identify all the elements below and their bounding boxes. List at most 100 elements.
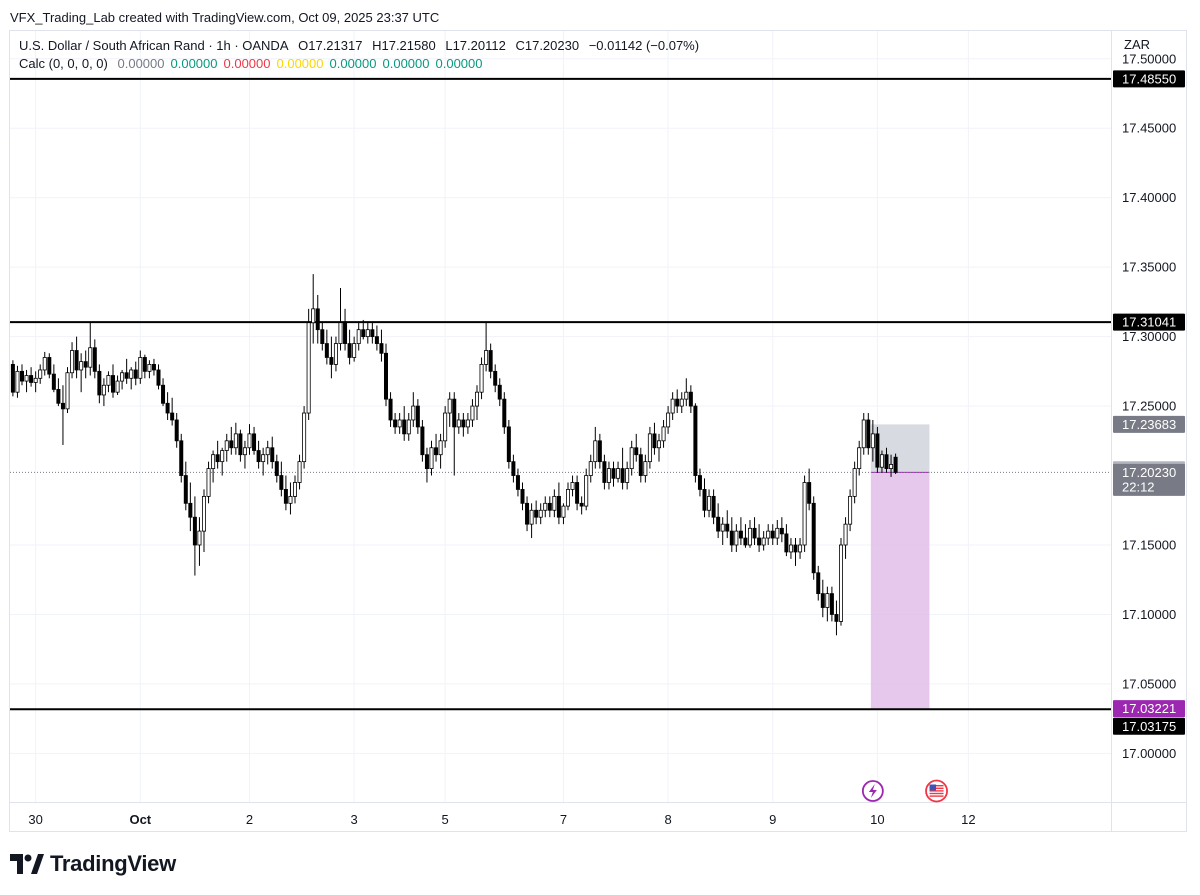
candle-body [702,489,707,511]
candle-body [761,537,766,546]
symbol-legend: U.S. Dollar / South African Rand · 1h · … [19,38,705,53]
candle-body [738,530,743,539]
candle-body [839,544,844,622]
level-price-tag[interactable]: 17.31041 [1113,313,1185,331]
candle [775,519,780,545]
candle [242,440,247,469]
calc-indicator-legend[interactable]: Calc (0, 0, 0, 0) 0.00000 0.00000 0.00000 0… [19,56,495,71]
candle-body [352,343,357,358]
candle-body [406,419,411,435]
candle-body [33,377,38,383]
us-flag-event-icon[interactable] [925,779,948,803]
candle [816,565,821,601]
candle-body [161,384,166,404]
candle-body [24,375,29,382]
ohlc-close: C17.20230 [515,38,580,53]
candle-body [19,370,24,382]
candle-body [56,389,61,404]
candle [825,586,830,622]
candle [661,419,666,448]
candle [761,531,766,551]
candle-body [566,489,571,507]
candle-body [852,468,857,497]
candle-body [242,447,247,456]
flag-stripe [929,785,944,787]
candle-body [343,322,348,344]
candle-body [347,343,352,358]
take-profit-zone[interactable] [870,472,930,709]
candle-body [270,447,275,463]
candle-body [306,322,311,414]
candle-body [120,372,125,382]
candle [602,454,607,490]
calc-value-2: 0.00000 [223,56,271,71]
candle [497,378,502,407]
candle [579,496,584,515]
candle [324,329,329,365]
candle [834,600,839,636]
candle [702,478,707,518]
stop-loss-zone[interactable] [870,424,930,473]
price-tag[interactable]: 17.23683 [1113,415,1185,433]
currency-label[interactable]: ZAR [1124,37,1150,52]
candle [201,489,206,552]
candle-body [675,398,680,407]
level-price-tag[interactable]: 17.48550 [1113,70,1185,88]
lightning-event-icon[interactable] [861,780,884,802]
calc-value-0: 0.00000 [117,56,165,71]
candle [729,517,734,552]
candle [870,419,875,462]
candle-body [652,433,657,449]
candle [561,503,566,525]
candle-body [752,527,757,539]
candle [502,392,507,434]
candle-body [620,468,625,483]
candle-body [889,464,894,469]
candle-body [415,405,420,428]
level-price-tag[interactable]: 17.03175 [1113,717,1185,735]
candle [393,413,398,434]
candle-body [843,523,848,546]
candle [802,475,807,552]
candle-body [220,450,225,463]
candle-body [288,495,293,504]
candle [142,354,147,379]
candle-body [556,495,561,518]
tradingview-logo[interactable]: TradingView [10,851,176,877]
candle-body [816,572,821,595]
candle [716,503,721,539]
candle [525,496,530,532]
price-tag-bg [1113,700,1185,718]
candle-body [879,454,884,468]
candle [456,413,461,434]
candle-body [616,468,621,479]
candle-body [893,456,898,473]
price-tick-label: 17.50000 [1122,51,1176,66]
candle-body [361,329,366,338]
candle-body [133,369,138,379]
candle-body [479,364,484,393]
candle [415,399,420,434]
candle-body [452,398,457,428]
candle-body [506,426,511,463]
price-tag[interactable]: 17.03221 [1113,700,1185,718]
candle-body [51,373,56,390]
candle [270,436,275,469]
tradingview-logo-icon [10,854,44,874]
candle [352,336,357,362]
calc-value-3: 0.00000 [276,56,324,71]
candle-body [165,402,170,414]
price-tick-label: 17.15000 [1122,538,1176,553]
candle-body [197,530,202,546]
candle-body [534,509,539,518]
candle-body [261,454,266,463]
chart-frame [9,30,1187,832]
calc-value-6: 0.00000 [435,56,483,71]
candle-body [775,527,780,539]
candle-body [679,398,684,407]
candle-body [183,475,188,504]
candle [757,524,762,552]
candle [147,360,152,379]
